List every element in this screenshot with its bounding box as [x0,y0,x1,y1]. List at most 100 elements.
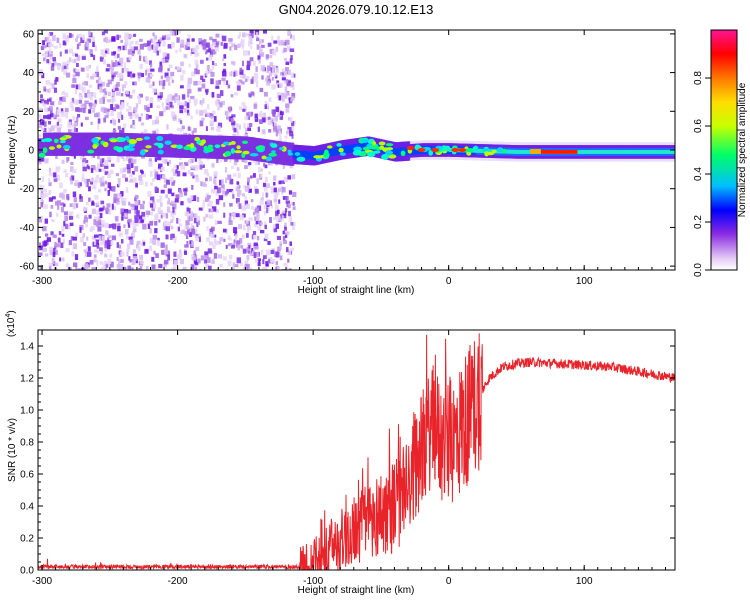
noise-cell [142,200,146,204]
noise-cell [150,182,153,186]
noise-cell [291,174,296,180]
noise-cell [138,116,142,122]
noise-cell [151,178,155,182]
noise-cell [152,239,157,245]
noise-cell [114,71,119,75]
signal-core [398,147,402,156]
noise-cell [153,168,157,174]
noise-cell [195,235,199,242]
signal-blob [501,149,507,154]
noise-cell [73,126,76,132]
noise-cell [282,209,286,214]
noise-cell [129,259,134,263]
noise-cell [181,94,186,100]
noise-cell [40,198,44,202]
noise-cell [124,214,128,218]
noise-cell [65,173,69,178]
noise-cell [266,75,271,80]
noise-cell [222,256,227,261]
signal-blob [125,136,130,141]
noise-cell [130,163,134,168]
noise-cell [162,174,166,179]
noise-cell [112,205,117,211]
noise-cell [235,213,240,218]
signal-blob [270,143,278,148]
noise-cell [193,80,198,86]
noise-cell [129,173,133,178]
noise-cell [125,187,129,193]
noise-cell [267,240,271,245]
noise-cell [54,79,57,85]
signal-blob [230,148,235,154]
noise-cell [247,50,250,56]
noise-cell [173,251,177,257]
noise-cell [280,111,284,116]
noise-cell [50,65,55,71]
noise-cell [142,241,146,246]
noise-cell [208,54,213,61]
colorbar-tick-label: 0.0 [693,263,704,277]
noise-cell [241,102,246,106]
noise-cell [61,233,65,237]
signal-bright [517,150,521,154]
noise-cell [264,224,267,230]
noise-cell [124,228,129,235]
hot-spot [417,148,426,152]
signal-blob [236,145,241,150]
noise-cell [185,235,189,239]
noise-cell [118,264,124,270]
signal-blob [194,136,201,142]
noise-cell [189,52,193,56]
noise-cell [182,266,187,270]
noise-cell [135,103,139,109]
noise-cell [74,128,78,132]
noise-cell [191,195,197,202]
noise-cell [292,225,295,231]
signal-core [406,147,409,155]
noise-cell [191,184,194,190]
noise-cell [136,95,141,99]
noise-cell [133,81,137,86]
noise-cell [192,256,196,261]
noise-cell [74,89,78,95]
noise-cell [163,262,167,268]
noise-cell [279,82,283,88]
noise-cell [170,234,173,240]
hot-spot [431,148,440,152]
noise-cell [67,129,72,134]
noise-cell [42,192,46,199]
noise-cell [112,223,117,230]
noise-cell [117,198,120,203]
noise-cell [94,71,100,77]
noise-cell [237,202,240,207]
noise-cell [42,188,47,193]
noise-cell [187,88,192,94]
noise-cell [48,87,52,94]
noise-cell [126,243,131,249]
noise-cell [61,194,66,200]
noise-cell [237,244,240,251]
noise-cell [278,95,282,101]
noise-cell [63,188,67,194]
noise-cell [104,115,109,119]
noise-cell [168,93,173,98]
signal-bright [612,150,616,154]
noise-cell [92,184,97,190]
noise-cell [44,193,49,197]
snr-ytick-label: 0.6 [20,470,34,481]
noise-cell [248,244,251,249]
noise-cell [271,35,274,42]
snr-xtick-label: -100 [303,576,323,587]
noise-cell [228,254,233,260]
signal-bright [609,150,613,154]
noise-cell [182,69,186,75]
noise-cell [197,258,201,264]
snr-ytick-label: 1.0 [20,406,34,417]
colorbar [710,29,738,271]
signal-core [330,148,334,156]
noise-cell [162,79,166,86]
noise-cell [204,251,209,256]
noise-cell [278,199,281,204]
noise-cell [96,209,100,215]
noise-cell [109,186,112,191]
